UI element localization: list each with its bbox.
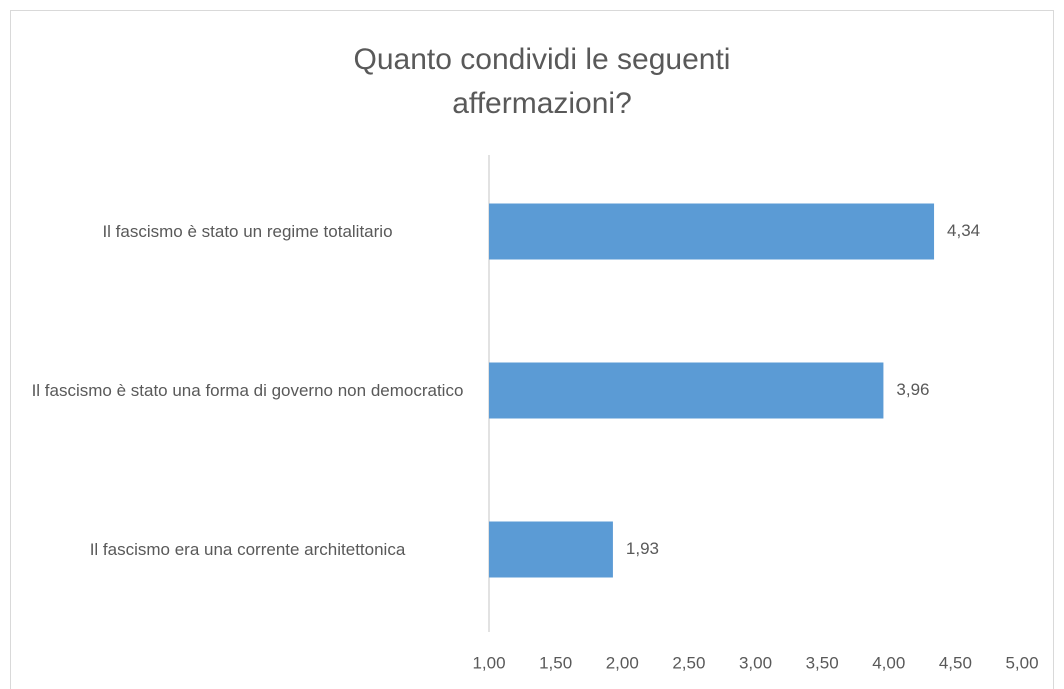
data-label: 3,96 — [896, 380, 929, 399]
data-label: 4,34 — [947, 221, 980, 240]
x-tick-label: 2,50 — [672, 653, 705, 672]
x-tick-label: 4,00 — [872, 653, 905, 672]
x-tick-label: 3,00 — [739, 653, 772, 672]
bar — [489, 203, 935, 260]
y-tick-label: Il fascismo è stato una forma di governo… — [31, 380, 464, 400]
chart-title: Quanto condividi le seguenti affermazion… — [353, 43, 731, 120]
data-label: 1,93 — [626, 539, 659, 558]
x-tick-label: 3,50 — [806, 653, 839, 672]
chart-border — [10, 10, 1054, 689]
bar — [489, 362, 884, 419]
x-tick-label: 1,00 — [472, 653, 505, 672]
bar — [489, 521, 613, 578]
y-tick-label: Il fascismo era una corrente architetton… — [89, 539, 406, 559]
x-tick-label: 2,00 — [606, 653, 639, 672]
x-tick-label: 1,50 — [539, 653, 572, 672]
x-tick-label: 4,50 — [939, 653, 972, 672]
x-tick-label: 5,00 — [1005, 653, 1038, 672]
y-tick-label: Il fascismo è stato un regime totalitari… — [102, 221, 393, 241]
